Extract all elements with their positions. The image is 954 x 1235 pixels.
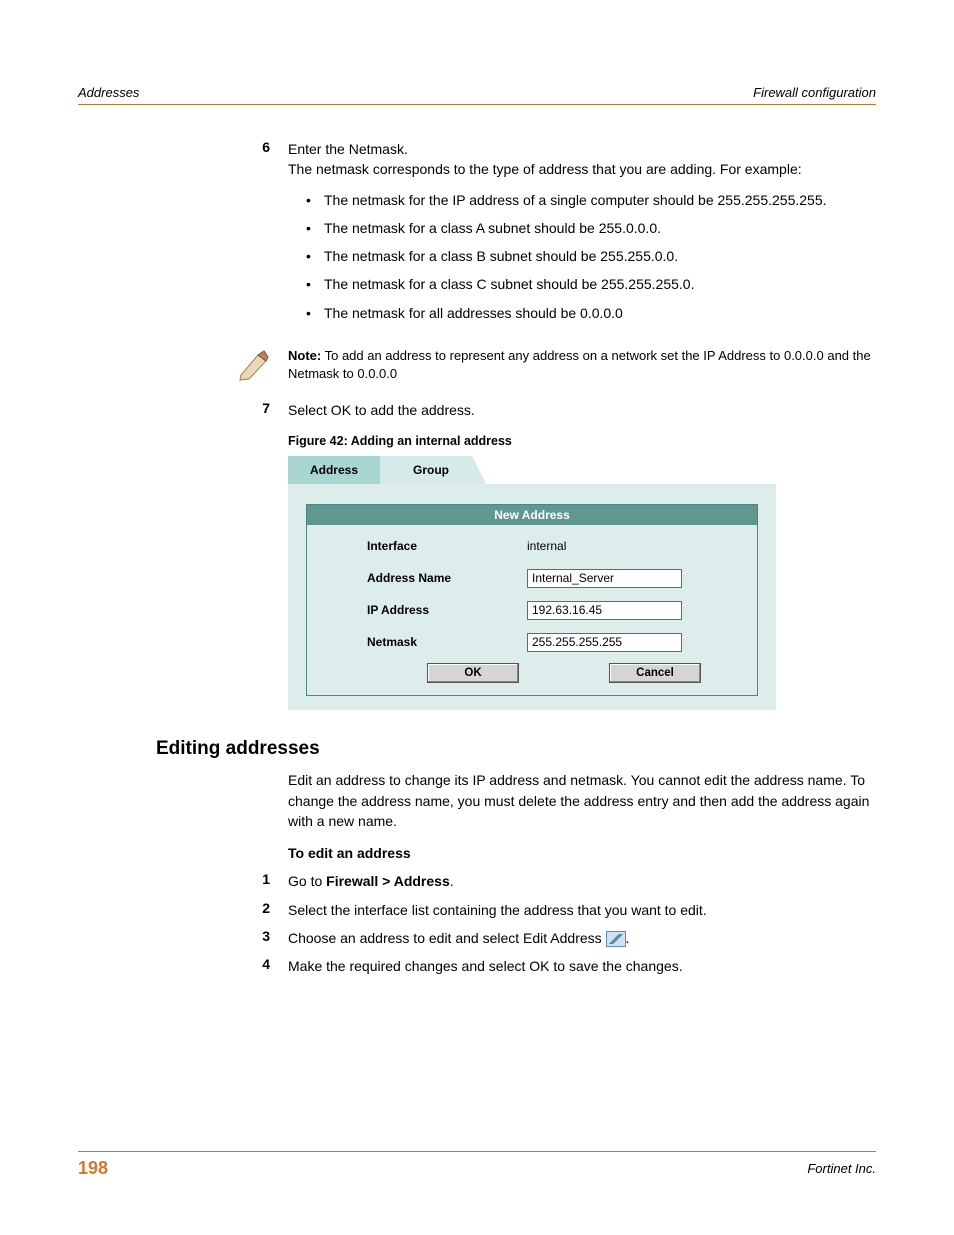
input-ip[interactable] (527, 601, 682, 620)
step-body: Select OK to add the address. (288, 400, 876, 420)
edit-address-icon (606, 931, 626, 947)
step-body: Go to Firewall > Address. (288, 871, 876, 891)
header-right: Firewall configuration (753, 85, 876, 100)
note-block: Note: To add an address to represent any… (236, 347, 876, 386)
step-7: 7 Select OK to add the address. (236, 400, 876, 420)
text-pre: Go to (288, 873, 326, 889)
step-body: Select the interface list containing the… (288, 900, 876, 920)
text-pre: Choose an address to edit and select Edi… (288, 930, 606, 946)
bullet-text: The netmask for a class B subnet should … (324, 246, 678, 266)
header-left: Addresses (78, 85, 139, 100)
editing-para: Edit an address to change its IP address… (288, 770, 876, 831)
heading-editing-addresses: Editing addresses (156, 738, 876, 760)
note-text: Note: To add an address to represent any… (288, 347, 876, 386)
panel-title: New Address (307, 505, 757, 525)
tab-address[interactable]: Address (288, 456, 380, 484)
footer-company: Fortinet Inc. (807, 1161, 876, 1176)
figure-caption: Figure 42: Adding an internal address (288, 434, 876, 448)
step-6: 6 Enter the Netmask. The netmask corresp… (236, 139, 876, 331)
text-post: . (450, 873, 454, 889)
label-netmask: Netmask (367, 635, 527, 649)
note-icon (236, 347, 288, 386)
row-interface: Interface internal (367, 535, 717, 557)
label-address-name: Address Name (367, 571, 527, 585)
page-footer: 198 Fortinet Inc. (78, 1151, 876, 1179)
step-body: Enter the Netmask. The netmask correspon… (288, 139, 876, 331)
step-body: Choose an address to edit and select Edi… (288, 928, 876, 948)
page-number: 198 (78, 1158, 108, 1179)
page-header: Addresses Firewall configuration (78, 85, 876, 105)
ok-button[interactable]: OK (427, 663, 519, 683)
row-ip: IP Address (367, 599, 717, 621)
tab-group[interactable]: Group (380, 456, 472, 484)
bullet-list: •The netmask for the IP address of a sin… (288, 190, 876, 323)
bullet-mark: • (306, 190, 324, 210)
bullet-item: •The netmask for a class C subnet should… (288, 274, 876, 294)
value-interface: internal (527, 539, 566, 553)
note-label: Note: (288, 348, 321, 363)
edit-step-1: 1 Go to Firewall > Address. (236, 871, 876, 891)
bullet-item: •The netmask for the IP address of a sin… (288, 190, 876, 210)
step-number: 7 (236, 400, 270, 420)
bullet-text: The netmask for a class C subnet should … (324, 274, 694, 294)
step6-line1: Enter the Netmask. (288, 139, 876, 159)
label-interface: Interface (367, 539, 527, 553)
step6-line2: The netmask corresponds to the type of a… (288, 159, 876, 179)
edit-step-2: 2 Select the interface list containing t… (236, 900, 876, 920)
input-netmask[interactable] (527, 633, 682, 652)
edit-step-3: 3 Choose an address to edit and select E… (236, 928, 876, 948)
cancel-button[interactable]: Cancel (609, 663, 701, 683)
new-address-panel: New Address Interface internal Address N… (306, 504, 758, 696)
step-number: 2 (236, 900, 270, 920)
text-bold: Firewall > Address (326, 873, 450, 889)
step-number: 6 (236, 139, 270, 331)
bullet-mark: • (306, 303, 324, 323)
subheading-to-edit: To edit an address (288, 845, 876, 861)
button-row: OK Cancel (367, 663, 717, 683)
label-ip: IP Address (367, 603, 527, 617)
step-number: 3 (236, 928, 270, 948)
step-body: Make the required changes and select OK … (288, 956, 876, 976)
bullet-text: The netmask for a class A subnet should … (324, 218, 661, 238)
figure-body: New Address Interface internal Address N… (288, 484, 776, 710)
note-body: To add an address to represent any addre… (288, 348, 871, 381)
tab-slant (472, 456, 486, 484)
bullet-text: The netmask for all addresses should be … (324, 303, 623, 323)
input-address-name[interactable] (527, 569, 682, 588)
editing-content: Edit an address to change its IP address… (236, 770, 876, 976)
bullet-text: The netmask for the IP address of a sing… (324, 190, 827, 210)
bullet-mark: • (306, 218, 324, 238)
step-number: 1 (236, 871, 270, 891)
tab-bar: Address Group (288, 456, 776, 484)
text-post: . (626, 930, 630, 946)
figure-42: Address Group New Address Interface inte… (288, 456, 776, 710)
panel-content: Interface internal Address Name IP Addre… (307, 525, 757, 695)
bullet-mark: • (306, 246, 324, 266)
edit-step-4: 4 Make the required changes and select O… (236, 956, 876, 976)
bullet-item: •The netmask for a class A subnet should… (288, 218, 876, 238)
bullet-item: •The netmask for all addresses should be… (288, 303, 876, 323)
row-address-name: Address Name (367, 567, 717, 589)
main-content: 6 Enter the Netmask. The netmask corresp… (236, 139, 876, 710)
bullet-mark: • (306, 274, 324, 294)
step-number: 4 (236, 956, 270, 976)
bullet-item: •The netmask for a class B subnet should… (288, 246, 876, 266)
row-netmask: Netmask (367, 631, 717, 653)
